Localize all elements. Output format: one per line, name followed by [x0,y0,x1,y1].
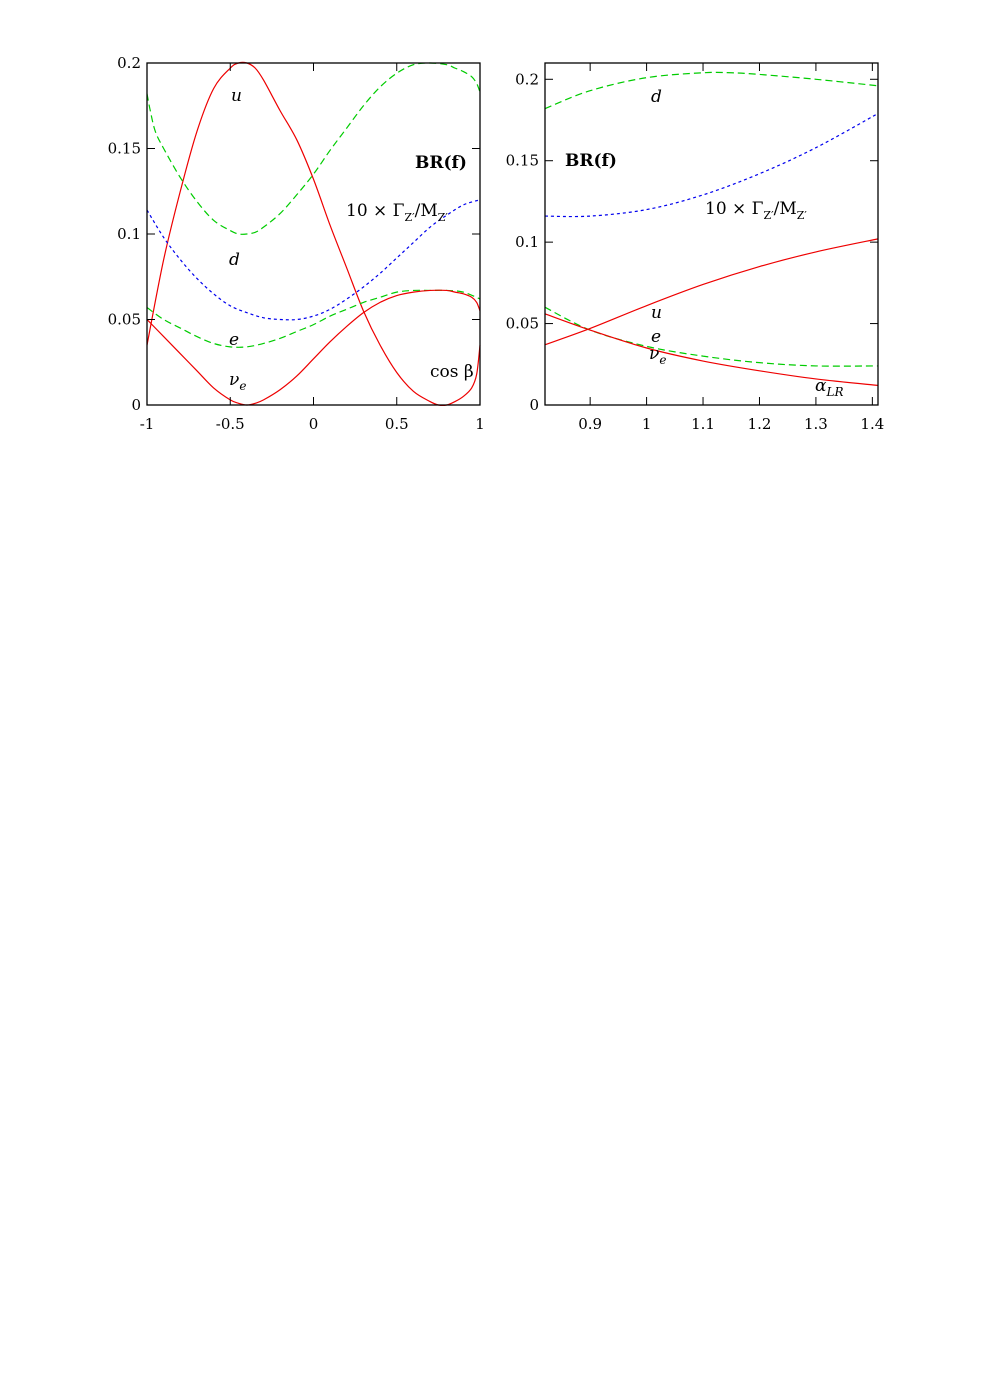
plot-frame [146,62,481,406]
y-tick-label: 0.05 [108,311,141,329]
x-tick-label: 0.5 [385,415,409,433]
x-variable-label-subscript: LR [825,385,843,399]
series-line-1-1 [544,112,879,218]
series-line-1-4 [544,313,879,387]
width-label-part: 10 × Γ [346,201,405,221]
nu-e-label-subscript: e [659,353,666,367]
width-label-part: 10 × Γ [705,199,764,219]
width-label-part: Z′ [404,211,415,224]
x-tick-label: 0 [309,415,319,433]
width-label-part: Z′ [797,209,808,222]
width-label: 10 × ΓZ′/MZ′ [705,199,807,222]
nu-e-label-subscript: e [239,379,246,393]
x-tick-label: 1.2 [748,415,772,433]
width-label-part: /M [415,201,438,221]
nu-e-label-main: ν [649,344,659,364]
series-line-1-0 [544,71,879,110]
y-tick-label: 0.15 [506,152,539,170]
nu-e-label: νe [229,370,246,393]
e-label: e [229,330,239,350]
width-label-part: /M [774,199,797,219]
e-label: e [651,327,661,347]
y-tick-label: 0 [131,396,141,414]
series-line-1-3 [544,306,879,367]
plot-frame [544,62,879,406]
series-line-1-2 [544,238,879,346]
y-tick-label: 0 [529,396,539,414]
nu-e-label: νe [649,344,666,367]
right-chart-panel: 0 0.05 0.1 0.15 0.2 0.9 1 1.1 1.2 1.3 1.4 BR(f) 10 ×… [506,62,884,433]
series-line-0-1 [146,62,481,235]
y-tick-label: 0.1 [515,233,539,251]
x-variable-label: cos β [430,362,474,382]
x-tick-label: 0.9 [578,415,602,433]
x-variable-label: αLR [815,376,844,399]
y-tick-label: 0.2 [117,54,141,72]
u-label: u [651,303,662,323]
x-variable-label-main: α [815,376,827,396]
br-label: BR(f) [565,151,617,171]
left-chart-panel: 00.050.10.150.2-1 -0.5 0 0.5 1BR(f)10 × ΓZ′/… [108,54,485,433]
d-label: d [651,87,662,107]
d-label: d [229,250,240,270]
x-tick-label: 1 [475,415,485,433]
series-line-0-2 [146,289,481,348]
x-tick-label: -0.5 [216,415,245,433]
y-tick-label: 0.05 [506,315,539,333]
nu-e-label-main: ν [229,370,239,390]
width-label-part: Z′ [763,209,774,222]
y-tick-label: 0.2 [515,70,539,88]
series-line-0-3 [146,289,481,406]
y-tick-label: 0.1 [117,225,141,243]
series-line-0-4 [146,199,481,321]
width-label: 10 × ΓZ′/MZ′ [346,201,448,224]
y-tick-label: 0.15 [108,140,141,158]
series-line-0-0 [146,61,481,407]
br-label: BR(f) [415,153,467,173]
x-tick-label: 1.4 [860,415,884,433]
x-tick-label: 1.1 [691,415,715,433]
x-tick-label: 1.3 [804,415,828,433]
width-label-part: Z′ [438,211,449,224]
x-tick-label: -1 [140,415,155,433]
u-label: u [231,86,242,106]
x-tick-label: 1 [642,415,652,433]
